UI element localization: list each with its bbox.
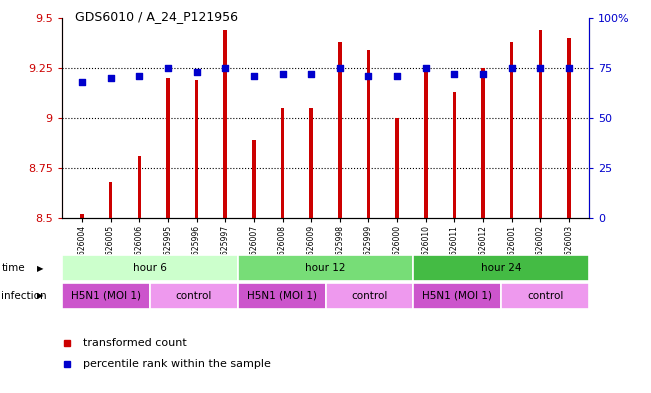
Point bbox=[306, 71, 316, 77]
Bar bbox=[452, 92, 456, 218]
Text: ▶: ▶ bbox=[37, 264, 44, 273]
Point bbox=[363, 73, 374, 79]
Point bbox=[335, 64, 345, 71]
Point bbox=[191, 69, 202, 75]
Point bbox=[277, 71, 288, 77]
Bar bbox=[501, 283, 589, 309]
Bar bbox=[238, 255, 413, 281]
Point bbox=[105, 75, 116, 81]
Point bbox=[564, 64, 574, 71]
Point bbox=[249, 73, 259, 79]
Bar bbox=[150, 283, 238, 309]
Bar bbox=[539, 30, 542, 218]
Bar bbox=[252, 140, 256, 218]
Text: ▶: ▶ bbox=[37, 291, 44, 300]
Text: H5N1 (MOI 1): H5N1 (MOI 1) bbox=[247, 291, 316, 301]
Text: GDS6010 / A_24_P121956: GDS6010 / A_24_P121956 bbox=[75, 10, 238, 23]
Text: H5N1 (MOI 1): H5N1 (MOI 1) bbox=[422, 291, 492, 301]
Bar bbox=[367, 50, 370, 218]
Bar bbox=[109, 182, 112, 218]
Bar bbox=[281, 108, 284, 218]
Bar bbox=[223, 30, 227, 218]
Bar bbox=[80, 214, 83, 218]
Bar bbox=[238, 283, 326, 309]
Point bbox=[220, 64, 230, 71]
Text: control: control bbox=[527, 291, 563, 301]
Text: hour 24: hour 24 bbox=[481, 263, 521, 273]
Bar bbox=[413, 255, 589, 281]
Text: control: control bbox=[352, 291, 387, 301]
Bar bbox=[413, 283, 501, 309]
Bar bbox=[137, 156, 141, 218]
Text: infection: infection bbox=[1, 291, 47, 301]
Bar bbox=[309, 108, 313, 218]
Text: hour 12: hour 12 bbox=[305, 263, 346, 273]
Text: transformed count: transformed count bbox=[83, 338, 187, 348]
Bar bbox=[326, 283, 413, 309]
Point bbox=[77, 79, 87, 85]
Point bbox=[478, 71, 488, 77]
Bar bbox=[510, 42, 514, 218]
Bar bbox=[568, 38, 571, 218]
Point bbox=[535, 64, 546, 71]
Bar bbox=[424, 68, 428, 218]
Bar bbox=[338, 42, 342, 218]
Point bbox=[449, 71, 460, 77]
Bar bbox=[395, 118, 399, 218]
Bar bbox=[166, 78, 170, 218]
Point bbox=[392, 73, 402, 79]
Text: time: time bbox=[1, 263, 25, 273]
Text: control: control bbox=[176, 291, 212, 301]
Text: hour 6: hour 6 bbox=[133, 263, 167, 273]
Text: H5N1 (MOI 1): H5N1 (MOI 1) bbox=[71, 291, 141, 301]
Bar bbox=[62, 255, 238, 281]
Bar bbox=[62, 283, 150, 309]
Bar bbox=[481, 68, 485, 218]
Point bbox=[163, 64, 173, 71]
Point bbox=[134, 73, 145, 79]
Bar bbox=[195, 80, 199, 218]
Point bbox=[421, 64, 431, 71]
Text: percentile rank within the sample: percentile rank within the sample bbox=[83, 359, 271, 369]
Point bbox=[506, 64, 517, 71]
